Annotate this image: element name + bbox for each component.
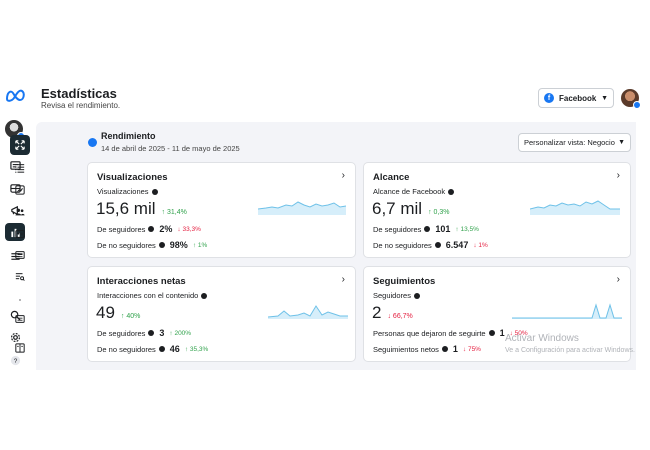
info-icon[interactable] xyxy=(201,292,208,299)
metric-value: 15,6 mil ↑ 31,4% xyxy=(96,199,187,218)
rail-item-inbox[interactable] xyxy=(5,179,25,197)
ad-icon xyxy=(15,251,25,259)
card-interactions[interactable]: Interacciones netas › Interacciones con … xyxy=(87,266,356,362)
gear-icon xyxy=(10,332,20,342)
info-icon[interactable] xyxy=(158,346,165,352)
sidebar-item-audience[interactable] xyxy=(12,204,28,220)
metric-label: Seguidores xyxy=(373,291,420,300)
caret-down-icon: ▼ xyxy=(618,139,625,146)
unfollow-row: Personas que dejaron de seguirte 1 ↓ 50% xyxy=(373,328,528,338)
info-icon[interactable] xyxy=(488,330,495,336)
page-subtitle: Revisa el rendimiento. xyxy=(41,101,121,110)
rail-item-ads[interactable] xyxy=(5,201,25,219)
view-select-label: Personalizar vista: Negocio xyxy=(524,138,615,147)
page-title: Estadísticas xyxy=(41,86,117,101)
sidebar-item-export[interactable] xyxy=(12,311,28,327)
windows-activation-title: Activar Windows xyxy=(505,333,579,344)
card-title: Visualizaciones xyxy=(97,172,168,183)
performance-title: Rendimiento xyxy=(101,131,156,141)
info-icon[interactable] xyxy=(151,188,158,195)
facebook-icon xyxy=(88,138,97,147)
chevron-right-icon[interactable]: › xyxy=(341,170,345,181)
sidebar-item-profile[interactable] xyxy=(12,226,28,242)
facebook-icon: f xyxy=(544,93,554,103)
followers-row: De seguidores 3 ↑ 200% xyxy=(97,328,192,338)
help-icon: ? xyxy=(10,355,20,365)
id-card-icon xyxy=(15,230,25,238)
metric-value: 49 ↑ 40% xyxy=(96,303,141,322)
panel-toggle-icon xyxy=(15,343,25,353)
expand-icon xyxy=(15,140,25,150)
info-icon[interactable] xyxy=(441,346,448,352)
info-icon[interactable] xyxy=(158,242,165,248)
net-follows-row: Seguimientos netos 1 ↓ 75% xyxy=(373,344,481,354)
card-title: Alcance xyxy=(373,172,410,183)
platform-select-label: Facebook xyxy=(559,93,597,103)
inbox-icon xyxy=(9,183,21,193)
nonfollowers-row: De no seguidores 98% ↑ 1% xyxy=(97,240,208,250)
nonfollowers-row: De no seguidores 6.547 ↓ 1% xyxy=(373,240,488,250)
rail-item-settings[interactable] xyxy=(5,328,25,346)
people-icon xyxy=(15,208,25,216)
windows-activation-text: Ve a Configuración para activar Windows. xyxy=(505,347,635,354)
report-search-icon xyxy=(15,273,25,281)
megaphone-icon xyxy=(10,205,18,215)
card-reach[interactable]: Alcance › Alcance de Facebook 6,7 mil ↑ 0… xyxy=(363,162,631,258)
metric-change: 0,3% xyxy=(433,209,450,216)
info-icon[interactable] xyxy=(148,330,155,336)
date-range[interactable]: 14 de abril de 2025 - 11 de mayo de 2025 xyxy=(101,144,240,153)
card-title: Seguimientos xyxy=(373,276,436,287)
sidebar-item-trends[interactable] xyxy=(12,182,28,198)
metric-change: 31,4% xyxy=(166,209,187,216)
metric-value: 6,7 mil ↑ 0,3% xyxy=(372,199,450,218)
caret-down-icon: ▼ xyxy=(601,94,608,102)
svg-text:?: ? xyxy=(13,357,17,364)
followers-row: De seguidores 101 ↑ 13,5% xyxy=(373,224,479,234)
nonfollowers-row: De no seguidores 46 ↑ 35,3% xyxy=(97,344,209,354)
account-avatar[interactable] xyxy=(621,89,641,109)
document-icon xyxy=(15,315,25,323)
chevron-right-icon[interactable]: › xyxy=(616,170,620,181)
platform-select[interactable]: f Facebook ▼ xyxy=(538,88,614,108)
card-title: Interacciones netas xyxy=(97,276,186,287)
followers-row: De seguidores 2% ↓ 33,3% xyxy=(97,224,201,234)
info-icon[interactable] xyxy=(424,226,431,232)
info-icon[interactable] xyxy=(148,226,155,232)
meta-logo-icon[interactable] xyxy=(5,88,27,102)
metric-label: Interacciones con el contenido xyxy=(97,291,208,300)
facebook-badge-icon xyxy=(633,101,641,109)
interactions-sparkline xyxy=(268,305,348,319)
sidebar-item-ads[interactable] xyxy=(12,247,28,263)
dot-icon xyxy=(19,299,21,301)
sidebar-item-overview[interactable] xyxy=(10,135,30,155)
chevron-right-icon[interactable]: › xyxy=(616,274,620,285)
sidebar-item-collapse[interactable] xyxy=(12,340,28,356)
card-follows[interactable]: Seguimientos › Seguidores 2 ↓ 66,7% Perso… xyxy=(363,266,631,362)
follows-sparkline xyxy=(512,303,622,319)
info-icon[interactable] xyxy=(434,242,441,248)
sidebar-item-reports[interactable] xyxy=(12,269,28,285)
metric-change: 40% xyxy=(126,313,141,320)
insights-sidebar xyxy=(36,122,76,370)
sidebar-item-content[interactable] xyxy=(12,160,28,176)
metric-value: 2 ↓ 66,7% xyxy=(372,303,413,322)
sidebar-separator-dot xyxy=(12,292,28,308)
card-views[interactable]: Visualizaciones › Visualizaciones 15,6 m… xyxy=(87,162,356,258)
rail-item-help[interactable]: ? xyxy=(5,351,25,369)
metric-label: Alcance de Facebook xyxy=(373,187,455,196)
trend-icon xyxy=(15,185,25,195)
metric-change: 66,7% xyxy=(392,313,413,320)
chevron-right-icon[interactable]: › xyxy=(341,274,345,285)
info-icon[interactable] xyxy=(448,188,455,195)
reach-sparkline xyxy=(530,200,620,215)
list-icon xyxy=(15,164,25,173)
info-icon[interactable] xyxy=(413,292,420,299)
views-sparkline xyxy=(258,201,346,215)
view-select[interactable]: Personalizar vista: Negocio ▼ xyxy=(518,133,631,152)
metric-label: Visualizaciones xyxy=(97,187,158,196)
